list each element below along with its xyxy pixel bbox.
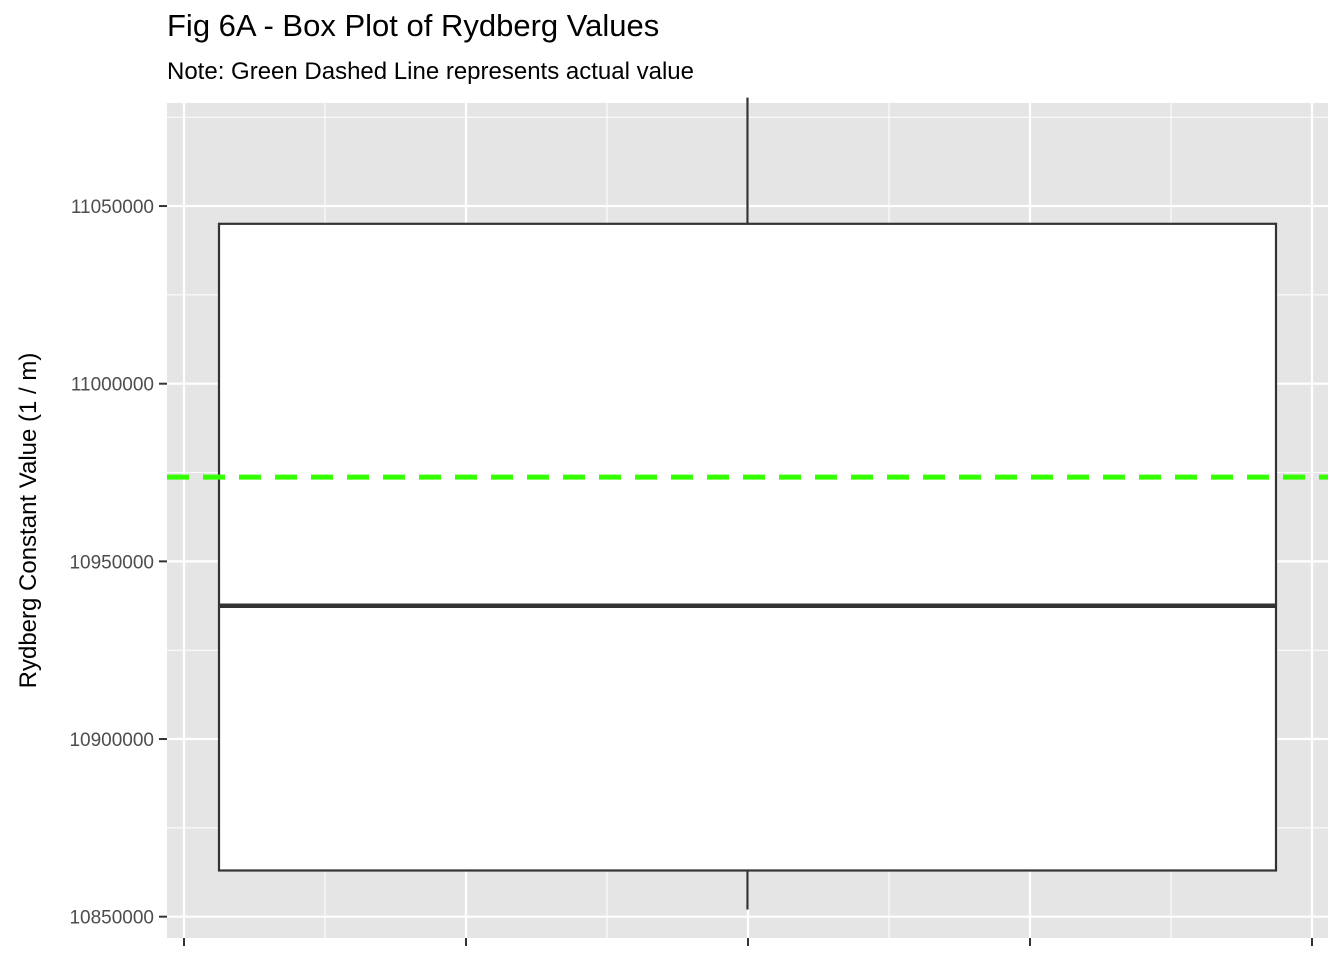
y-tick-label: 10900000	[69, 730, 154, 751]
y-tick-label: 11000000	[71, 375, 154, 396]
y-axis-title: Rydberg Constant Value (1 / m)	[15, 353, 42, 689]
chart-title: Fig 6A - Box Plot of Rydberg Values	[167, 8, 660, 43]
y-axis-ticks: 10850000 10900000 10950000 11000000 11050000	[69, 197, 167, 929]
y-tick-label: 10950000	[69, 552, 154, 573]
y-tick-label: 10850000	[69, 908, 154, 929]
box-interquartile-range	[217, 222, 1278, 872]
y-tick-label: 11050000	[71, 197, 154, 218]
chart-subtitle: Note: Green Dashed Line represents actua…	[167, 58, 694, 85]
x-axis-ticks	[183, 938, 1313, 946]
